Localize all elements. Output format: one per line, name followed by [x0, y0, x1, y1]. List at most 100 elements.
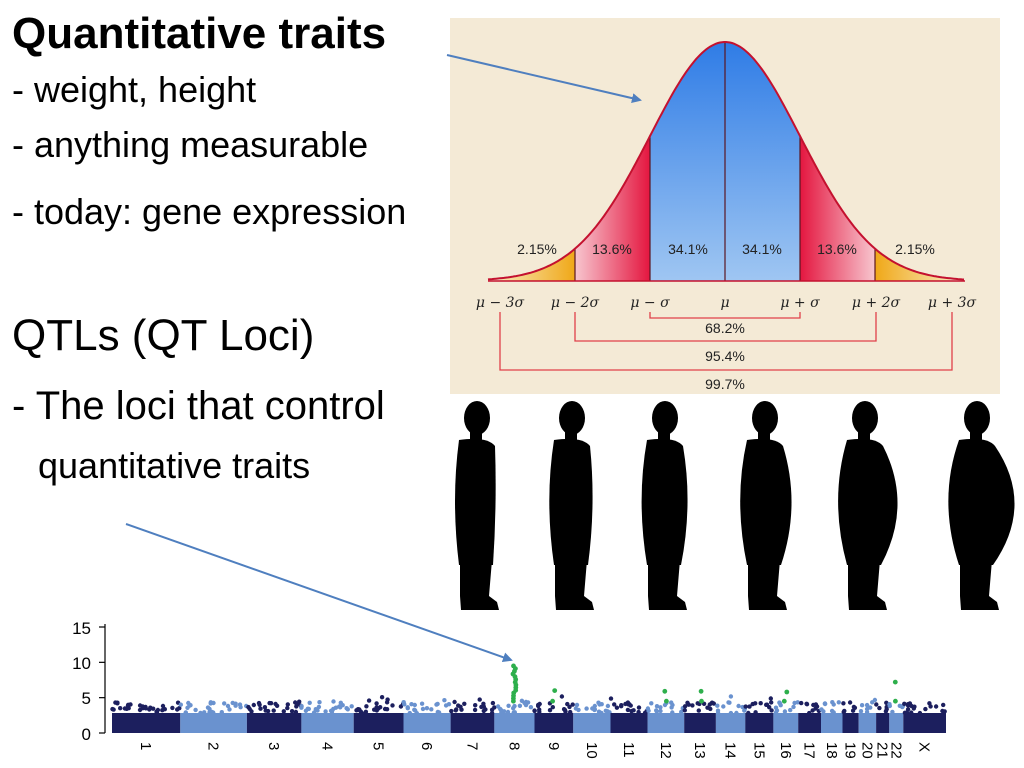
snp-point: [338, 705, 343, 710]
chrom-band-16: [773, 713, 799, 733]
qtl-title: QTLs (QT Loci): [12, 311, 315, 360]
quant-traits-title: Quantitative traits: [12, 9, 387, 58]
signif-point-chr9: [550, 698, 555, 704]
snp-point: [311, 710, 317, 715]
person-silhouette-icon: [455, 401, 499, 610]
snp-point: [401, 700, 406, 705]
snp-point: [829, 708, 835, 714]
snp-point: [374, 701, 379, 706]
snp-point: [307, 700, 312, 705]
snp-point: [517, 703, 523, 708]
chrom-label-20: 20: [858, 742, 875, 759]
chrom-label-16: 16: [777, 742, 794, 759]
snp-point: [436, 710, 442, 715]
snp-point: [384, 707, 390, 712]
chrom-band-X: [903, 713, 946, 733]
snp-point: [128, 702, 133, 707]
chrom-label-1: 1: [137, 742, 154, 750]
snp-point: [807, 710, 812, 716]
y-tick-10: 10: [72, 654, 91, 673]
signif-point-chr16: [781, 698, 787, 704]
chrom-band-10: [573, 713, 611, 733]
arrow-to-bell-curve: [446, 54, 642, 104]
snp-point: [890, 709, 895, 715]
snp-point: [636, 705, 642, 710]
chrom-label-21: 21: [874, 742, 891, 759]
snp-point: [296, 701, 301, 707]
snp-point: [328, 708, 334, 713]
snp-point: [456, 703, 461, 708]
snp-point: [696, 708, 701, 713]
arrow-to-peak: [125, 523, 513, 663]
snp-point: [299, 704, 304, 709]
snp-point: [902, 701, 907, 706]
snp-point: [574, 702, 580, 708]
chrom-label-22: 22: [887, 742, 904, 759]
signif-point-chr8: [511, 663, 516, 669]
snp-point: [137, 703, 143, 708]
snp-point: [499, 710, 504, 715]
snp-point: [858, 709, 864, 714]
chrom-band-4: [301, 713, 354, 733]
snp-point: [349, 704, 354, 709]
bell-pct-mid-left: 13.6%: [592, 241, 632, 257]
snp-point: [364, 704, 369, 709]
snp-point: [769, 708, 774, 713]
snp-point: [315, 708, 320, 713]
snp-point: [271, 708, 276, 713]
snp-point: [263, 708, 268, 713]
snp-point: [413, 708, 418, 713]
bell-curve-chart: 2.15% 13.6% 34.1% 34.1% 13.6% 2.15% μ − …: [476, 41, 977, 392]
snp-point: [454, 707, 459, 712]
snp-point: [227, 707, 232, 712]
bell-pct-outer-right: 2.15%: [895, 241, 935, 257]
manhattan-plot: 15 10 5 0 1 2 3 4 5 6 7 8 9 10 11 12 13 14 15 16 17 18 19 2…: [72, 619, 947, 759]
snp-point: [345, 707, 350, 712]
snp-point: [262, 705, 268, 710]
snp-point: [124, 706, 129, 711]
bell-segment-outer-left: [500, 248, 575, 281]
snp-point: [753, 710, 758, 715]
snp-point: [429, 707, 434, 712]
snp-point: [625, 707, 631, 713]
snp-point: [178, 702, 183, 707]
snp-point: [831, 702, 836, 707]
snp-point: [567, 704, 572, 710]
signif-point-chr22: [892, 679, 898, 685]
snp-point: [874, 702, 879, 707]
chrom-label-13: 13: [691, 742, 708, 759]
snp-point: [804, 701, 809, 706]
snp-point: [183, 710, 188, 715]
snp-point: [734, 710, 739, 716]
snp-point: [424, 706, 430, 711]
snp-point: [852, 705, 858, 710]
snp-point: [619, 704, 624, 709]
chrom-band-17: [798, 713, 821, 733]
snp-point: [193, 707, 198, 713]
y-tick-15: 15: [72, 619, 91, 638]
signif-point-chr12: [664, 698, 669, 704]
snp-point: [489, 707, 495, 712]
snp-point: [537, 701, 542, 707]
snp-point: [443, 703, 449, 708]
snp-point: [909, 710, 914, 715]
snp-point: [528, 705, 534, 710]
snp-point: [584, 706, 589, 711]
chrom-label-5: 5: [370, 742, 387, 750]
snp-point: [788, 707, 793, 713]
snp-point: [570, 702, 575, 707]
chrom-band-20: [858, 713, 876, 733]
snp-point: [707, 702, 712, 707]
bell-segment-outer-right: [875, 248, 950, 281]
person-silhouette-icon: [838, 401, 898, 610]
snp-point: [140, 706, 145, 711]
snp-point: [670, 710, 675, 715]
snp-point: [495, 704, 501, 709]
snp-point: [511, 710, 516, 715]
snp-point: [605, 709, 610, 714]
chrom-label-8: 8: [505, 742, 522, 750]
chrom-band-18: [821, 713, 843, 733]
snp-point: [777, 701, 783, 706]
chrom-label-14: 14: [722, 742, 739, 759]
